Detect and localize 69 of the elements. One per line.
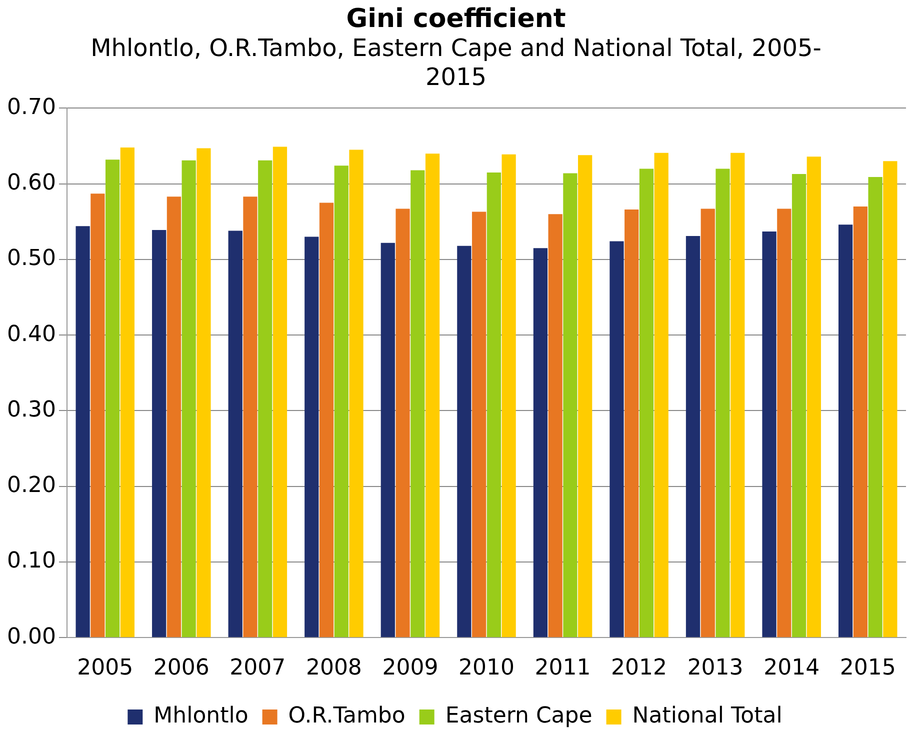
bar bbox=[777, 208, 792, 637]
bar bbox=[548, 214, 562, 637]
bar bbox=[624, 209, 639, 637]
bar bbox=[716, 168, 730, 637]
bar bbox=[792, 174, 806, 637]
bar bbox=[349, 149, 364, 637]
bar bbox=[120, 147, 134, 637]
bar bbox=[853, 206, 868, 637]
y-tick-label: 0.40 bbox=[7, 321, 56, 346]
x-tick-label: 2009 bbox=[382, 655, 438, 680]
bar bbox=[396, 208, 410, 637]
legend-label: National Total bbox=[632, 703, 782, 728]
y-tick-label: 0.70 bbox=[7, 94, 56, 120]
x-tick-label: 2014 bbox=[764, 655, 820, 680]
x-tick-label: 2005 bbox=[77, 655, 134, 680]
bar bbox=[457, 245, 472, 637]
x-tick-label: 2007 bbox=[230, 655, 286, 680]
bar bbox=[380, 242, 395, 637]
bar bbox=[838, 224, 853, 637]
bar bbox=[639, 168, 654, 637]
x-tick-label: 2008 bbox=[306, 655, 362, 680]
chart-title: Gini coefficient bbox=[345, 4, 567, 34]
legend-label: Eastern Cape bbox=[445, 703, 592, 728]
bar bbox=[502, 154, 516, 637]
bar bbox=[425, 153, 440, 637]
bar bbox=[243, 196, 258, 637]
bar bbox=[868, 176, 882, 637]
y-tick-label: 0.20 bbox=[7, 472, 56, 498]
x-tick-label: 2006 bbox=[153, 655, 210, 680]
x-tick-label: 2012 bbox=[611, 655, 668, 680]
bar bbox=[730, 152, 745, 637]
bar bbox=[152, 230, 166, 637]
bar bbox=[258, 160, 272, 637]
bar bbox=[334, 165, 348, 637]
y-tick-label: 0.10 bbox=[7, 548, 56, 574]
bar bbox=[105, 159, 120, 637]
x-tick-label: 2015 bbox=[840, 655, 896, 680]
x-tick-label: 2010 bbox=[458, 655, 514, 680]
bar bbox=[686, 236, 700, 637]
bar bbox=[472, 211, 486, 637]
bar bbox=[654, 152, 668, 637]
bar bbox=[90, 193, 105, 637]
bar bbox=[196, 148, 211, 637]
bar bbox=[610, 240, 624, 637]
x-tick-label: 2011 bbox=[534, 655, 591, 680]
y-tick-label: 0.00 bbox=[7, 624, 56, 649]
x-tick-label: 2013 bbox=[687, 655, 744, 680]
bar bbox=[304, 236, 319, 637]
bar bbox=[533, 248, 548, 637]
bar bbox=[410, 170, 425, 637]
bar bbox=[272, 146, 288, 637]
y-tick-label: 0.50 bbox=[7, 246, 56, 271]
legend-label: Mhlontlo bbox=[154, 703, 248, 728]
bar bbox=[883, 160, 898, 637]
bar bbox=[563, 172, 578, 637]
bar bbox=[228, 230, 242, 637]
chart-subtitle: Mhlontlo, O.R.Tambo, Eastern Cape and National Total, 2005-2015 bbox=[90, 34, 822, 92]
bar bbox=[319, 202, 334, 637]
bar bbox=[762, 231, 776, 637]
bar bbox=[486, 172, 501, 637]
bar bbox=[182, 160, 196, 637]
bar bbox=[806, 156, 821, 637]
bar bbox=[700, 208, 715, 637]
bar bbox=[166, 196, 182, 637]
legend-label: O.R.Tambo bbox=[288, 703, 406, 728]
y-tick-label: 0.30 bbox=[7, 397, 56, 422]
bar bbox=[578, 154, 592, 637]
y-tick-label: 0.60 bbox=[7, 170, 56, 196]
bar bbox=[76, 226, 90, 637]
